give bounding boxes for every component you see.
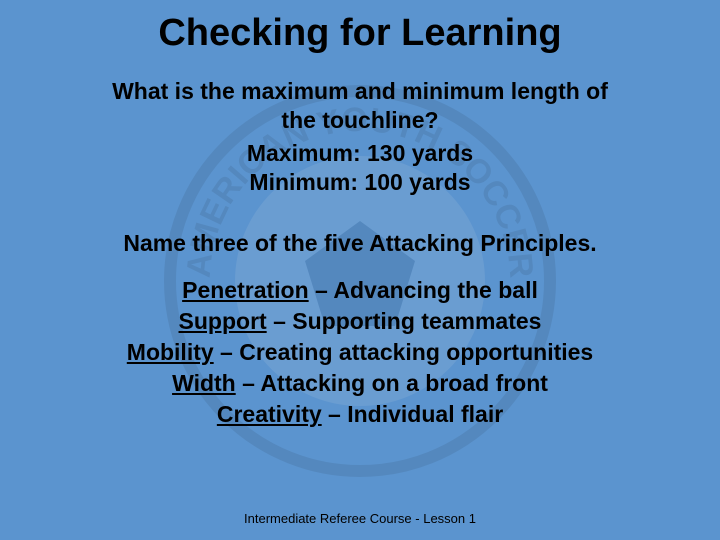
question-1: What is the maximum and minimum length o… (40, 77, 680, 135)
answer-1: Maximum: 130 yards Minimum: 100 yards (40, 139, 680, 199)
principle-term: Width (172, 370, 236, 396)
principle-desc: – Advancing the ball (309, 277, 538, 303)
principle-term: Creativity (217, 401, 322, 427)
principle-desc: – Attacking on a broad front (236, 370, 548, 396)
slide-footer: Intermediate Referee Course - Lesson 1 (0, 511, 720, 526)
question-1-line2: the touchline? (281, 107, 438, 133)
answer-1-max: Maximum: 130 yards (247, 140, 473, 166)
principle-row: Width – Attacking on a broad front (40, 368, 680, 399)
principle-desc: – Supporting teammates (267, 308, 542, 334)
question-2: Name three of the five Attacking Princip… (40, 230, 680, 257)
principle-desc: – Individual flair (322, 401, 503, 427)
answer-1-min: Minimum: 100 yards (249, 169, 470, 195)
slide-title: Checking for Learning (40, 12, 680, 55)
principle-desc: – Creating attacking opportunities (214, 339, 594, 365)
principle-term: Penetration (182, 277, 309, 303)
principle-row: Creativity – Individual flair (40, 399, 680, 430)
principle-row: Support – Supporting teammates (40, 306, 680, 337)
principle-row: Mobility – Creating attacking opportunit… (40, 337, 680, 368)
principle-term: Support (179, 308, 267, 334)
principles-list: Penetration – Advancing the ball Support… (40, 275, 680, 430)
question-1-line1: What is the maximum and minimum length o… (112, 78, 608, 104)
principle-row: Penetration – Advancing the ball (40, 275, 680, 306)
slide-content: Checking for Learning What is the maximu… (0, 0, 720, 540)
principle-term: Mobility (127, 339, 214, 365)
